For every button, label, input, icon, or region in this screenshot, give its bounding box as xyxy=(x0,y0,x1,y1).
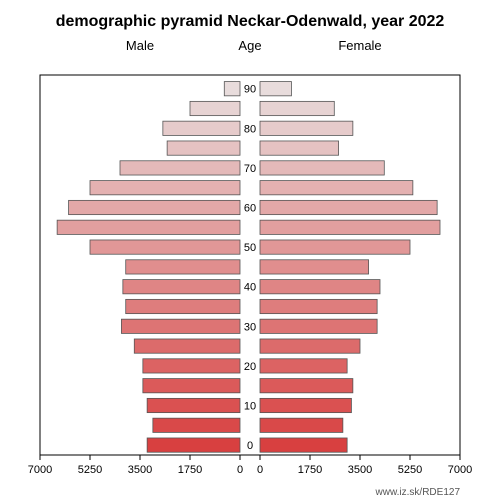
age-tick-label: 60 xyxy=(244,203,256,215)
male-label: Male xyxy=(126,38,154,53)
female-bar xyxy=(260,418,343,432)
x-tick-label: 7000 xyxy=(448,464,472,476)
female-label: Female xyxy=(338,38,381,53)
age-tick-label: 0 xyxy=(247,440,253,452)
male-bar xyxy=(123,280,240,294)
female-bar xyxy=(260,438,347,452)
female-bar xyxy=(260,181,413,195)
male-bar xyxy=(153,418,240,432)
x-tick-label: 1750 xyxy=(298,464,322,476)
female-bar xyxy=(260,200,437,214)
female-bar xyxy=(260,101,334,115)
age-tick-label: 50 xyxy=(244,242,256,254)
x-tick-label: 5250 xyxy=(78,464,102,476)
footer-source: www.iz.sk/RDE127 xyxy=(375,487,461,498)
male-bar xyxy=(90,240,240,254)
male-bar xyxy=(143,359,240,373)
x-tick-label: 7000 xyxy=(28,464,52,476)
female-bar xyxy=(260,141,339,155)
x-tick-label: 5250 xyxy=(398,464,422,476)
age-tick-label: 80 xyxy=(244,123,256,135)
age-tick-label: 90 xyxy=(244,84,256,96)
age-tick-label: 20 xyxy=(244,361,256,373)
female-bar xyxy=(260,220,440,234)
male-bar xyxy=(69,200,240,214)
male-bar xyxy=(120,161,240,175)
x-tick-label: 3500 xyxy=(348,464,372,476)
male-bar xyxy=(190,101,240,115)
male-bar xyxy=(126,299,240,313)
chart-title: demographic pyramid Neckar-Odenwald, yea… xyxy=(56,13,445,30)
female-bar xyxy=(260,161,384,175)
female-bar xyxy=(260,280,380,294)
age-tick-label: 70 xyxy=(244,163,256,175)
female-bar xyxy=(260,379,353,393)
female-bar xyxy=(260,260,369,274)
female-bar xyxy=(260,240,410,254)
age-label: Age xyxy=(238,38,261,53)
male-bar xyxy=(143,379,240,393)
male-bar xyxy=(224,82,240,96)
female-bar xyxy=(260,121,353,135)
x-tick-label: 3500 xyxy=(128,464,152,476)
male-bar xyxy=(121,319,240,333)
x-tick-label: 0 xyxy=(257,464,263,476)
population-pyramid: demographic pyramid Neckar-Odenwald, yea… xyxy=(0,0,500,500)
male-bar xyxy=(90,181,240,195)
age-tick-label: 10 xyxy=(244,401,256,413)
male-bar xyxy=(126,260,240,274)
female-bar xyxy=(260,398,351,412)
x-tick-label: 1750 xyxy=(178,464,202,476)
female-bar xyxy=(260,339,360,353)
female-bar xyxy=(260,359,347,373)
female-bar xyxy=(260,319,377,333)
male-bar xyxy=(57,220,240,234)
male-bar xyxy=(147,398,240,412)
male-bar xyxy=(167,141,240,155)
female-bar xyxy=(260,82,291,96)
female-bar xyxy=(260,299,377,313)
x-tick-label: 0 xyxy=(237,464,243,476)
male-bar xyxy=(163,121,240,135)
male-bar xyxy=(134,339,240,353)
age-tick-label: 40 xyxy=(244,282,256,294)
male-bar xyxy=(147,438,240,452)
age-tick-label: 30 xyxy=(244,321,256,333)
